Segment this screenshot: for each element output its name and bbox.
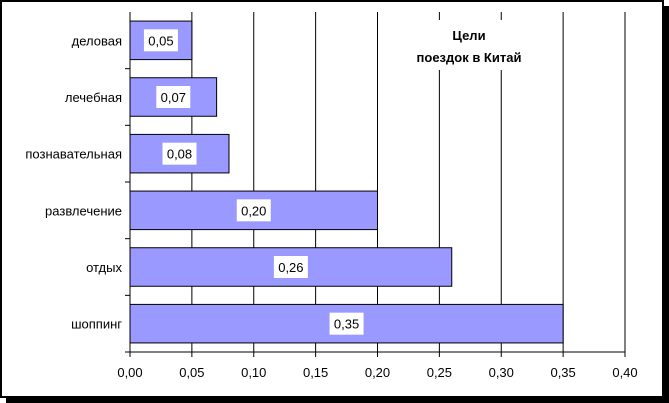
category-label: развлечение [45, 203, 122, 218]
title-line-2: поездок в Китай [417, 50, 522, 65]
category-label: познавательная [25, 147, 122, 162]
data-label: 0,07 [161, 90, 186, 105]
x-tick-label: 0,15 [303, 365, 328, 380]
data-label: 0,05 [148, 33, 173, 48]
data-label-background [143, 29, 178, 52]
data-labels: 0,05 0,07 0,08 0,20 0,26 0,35 [143, 29, 364, 335]
x-tick-label: 0,35 [550, 365, 575, 380]
data-label-background [162, 142, 197, 165]
x-tick-label: 0,40 [612, 365, 637, 380]
category-labels: деловая лечебная познавательная развлечение… [25, 33, 122, 331]
category-label: деловая [72, 33, 122, 48]
data-label-background [273, 256, 308, 278]
x-tick-labels: 0,00 0,05 0,10 0,15 0,20 0,25 0,30 0,35 0,40 [117, 365, 637, 380]
x-tick-label: 0,10 [241, 365, 266, 380]
x-tick-label: 0,25 [427, 365, 452, 380]
x-tick-label: 0,05 [179, 365, 204, 380]
x-tick-label: 0,20 [365, 365, 390, 380]
x-tick-label: 0,30 [489, 365, 514, 380]
data-label: 0,35 [334, 317, 359, 332]
chart-title: Цели поездок в Китай [398, 20, 540, 70]
data-label-background [329, 312, 364, 335]
title-line-1: Цели [452, 28, 485, 43]
data-label: 0,08 [167, 147, 192, 162]
axes [125, 12, 625, 353]
data-label: 0,20 [241, 203, 266, 218]
data-label: 0,26 [278, 260, 303, 275]
x-tick-label: 0,00 [117, 365, 142, 380]
data-label-background [156, 86, 191, 108]
data-label-background [236, 199, 271, 222]
category-label: лечебная [65, 90, 122, 105]
category-label: отдых [86, 260, 122, 275]
title-background [398, 20, 540, 70]
category-label: шоппинг [71, 317, 122, 332]
